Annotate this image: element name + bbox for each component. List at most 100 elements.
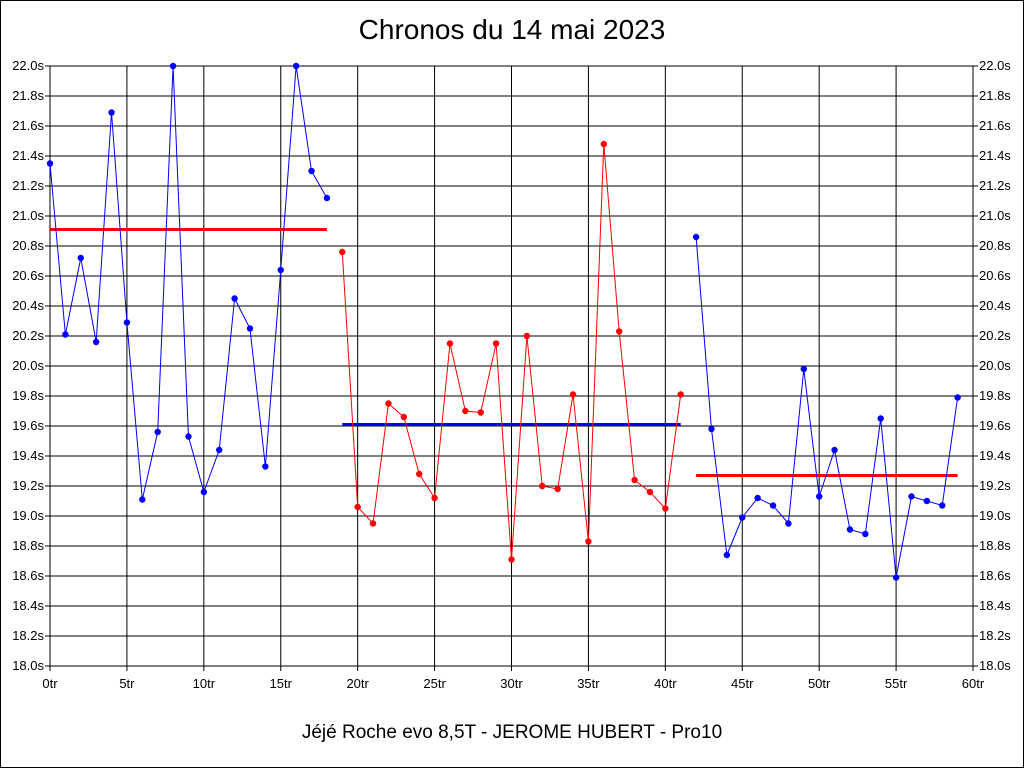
- data-point: [92, 338, 100, 346]
- data-point: [200, 488, 208, 496]
- y-tick-label-right: 20.4s: [979, 298, 1011, 313]
- data-point: [939, 502, 946, 509]
- data-point: [216, 446, 223, 454]
- y-tick-label-left: 21.0s: [12, 208, 44, 223]
- y-tick-label-right: 19.0s: [979, 508, 1011, 523]
- y-tick-label-right: 18.0s: [979, 658, 1011, 673]
- data-point: [908, 493, 915, 500]
- chart-title: Chronos du 14 mai 2023: [358, 14, 666, 45]
- y-tick-label-right: 18.8s: [979, 538, 1011, 553]
- data-point: [877, 415, 884, 422]
- average-lines: [50, 228, 958, 477]
- y-tick-label-right: 22.0s: [979, 58, 1011, 73]
- x-tick-label: 60tr: [962, 676, 985, 691]
- series-layer: [46, 62, 961, 581]
- data-point: [262, 463, 269, 470]
- data-point: [185, 433, 192, 440]
- y-tick-label-left: 18.2s: [12, 628, 44, 643]
- axis-ticks: 18.0s 18.0s 18.2s 18.2s 18.4s 18.4s 18.6s 18.6s…: [12, 58, 1011, 691]
- x-tick-label: 30tr: [500, 676, 523, 691]
- y-tick-label-right: 21.6s: [979, 118, 1011, 133]
- series-1: [46, 62, 331, 503]
- data-point: [539, 482, 546, 490]
- data-point: [754, 494, 761, 502]
- y-tick-label-left: 21.4s: [12, 148, 44, 163]
- data-point: [292, 62, 300, 70]
- y-tick-label-left: 21.8s: [12, 88, 44, 103]
- data-point: [477, 409, 484, 416]
- y-tick-label-right: 21.8s: [979, 88, 1011, 103]
- data-point: [892, 574, 900, 581]
- x-tick-label: 0tr: [42, 676, 58, 691]
- chart-subtitle: Jéjé Roche evo 8,5T - JEROME HUBERT - Pr…: [301, 722, 723, 743]
- x-tick-label: 10tr: [193, 676, 216, 691]
- data-point: [77, 254, 84, 262]
- y-tick-label-right: 21.4s: [979, 148, 1011, 163]
- y-tick-label-left: 19.0s: [12, 508, 44, 523]
- y-tick-label-left: 18.8s: [12, 538, 44, 553]
- data-point: [339, 248, 346, 256]
- y-tick-label-right: 18.2s: [979, 628, 1011, 643]
- data-point: [554, 485, 561, 493]
- y-tick-label-left: 21.2s: [12, 178, 44, 193]
- data-point: [508, 556, 515, 563]
- grid: [45, 65, 978, 671]
- series-line: [695, 236, 959, 578]
- data-point: [46, 160, 54, 167]
- data-point: [369, 520, 377, 527]
- data-point: [815, 493, 823, 500]
- y-tick-label-left: 20.6s: [12, 268, 44, 283]
- y-tick-label-right: 19.2s: [979, 478, 1011, 493]
- y-tick-label-right: 21.2s: [979, 178, 1011, 193]
- data-point: [154, 428, 161, 436]
- data-point: [646, 488, 654, 496]
- data-point: [769, 502, 777, 509]
- data-point: [246, 325, 254, 332]
- series-2: [339, 140, 684, 563]
- y-tick-label-right: 20.8s: [979, 238, 1011, 253]
- data-point: [831, 446, 838, 454]
- data-point: [400, 413, 408, 421]
- data-point: [677, 391, 684, 398]
- data-point: [416, 470, 423, 478]
- y-tick-label-left: 19.8s: [12, 388, 44, 403]
- y-tick-label-left: 20.0s: [12, 358, 44, 373]
- data-point: [462, 407, 469, 415]
- y-tick-label-left: 19.4s: [12, 448, 44, 463]
- data-point: [139, 496, 146, 503]
- data-point: [723, 551, 731, 559]
- y-tick-label-left: 19.6s: [12, 418, 44, 433]
- data-point: [385, 400, 392, 407]
- y-tick-label-right: 18.6s: [979, 568, 1011, 583]
- y-tick-label-left: 18.6s: [12, 568, 44, 583]
- y-tick-label-left: 20.8s: [12, 238, 44, 253]
- y-tick-label-right: 19.6s: [979, 418, 1011, 433]
- data-point: [800, 365, 807, 373]
- data-point: [600, 140, 607, 148]
- data-point: [862, 530, 869, 538]
- y-tick-label-left: 18.0s: [12, 658, 44, 673]
- x-tick-label: 55tr: [885, 676, 908, 691]
- x-tick-label: 35tr: [577, 676, 600, 691]
- data-point: [308, 167, 315, 175]
- data-point: [323, 194, 331, 202]
- y-tick-label-left: 21.6s: [12, 118, 44, 133]
- data-point: [62, 331, 69, 338]
- data-point: [954, 394, 961, 401]
- data-point: [662, 505, 669, 512]
- data-point: [708, 425, 715, 433]
- y-tick-label-left: 19.2s: [12, 478, 44, 493]
- series-3: [692, 233, 961, 581]
- y-tick-label-left: 22.0s: [12, 58, 44, 73]
- y-tick-label-right: 18.4s: [979, 598, 1011, 613]
- y-tick-label-right: 20.0s: [979, 358, 1011, 373]
- x-tick-label: 40tr: [654, 676, 677, 691]
- y-tick-label-right: 19.8s: [979, 388, 1011, 403]
- x-tick-label: 20tr: [346, 676, 369, 691]
- x-tick-label: 25tr: [423, 676, 446, 691]
- y-tick-label-right: 19.4s: [979, 448, 1011, 463]
- y-tick-label-left: 20.2s: [12, 328, 44, 343]
- x-tick-label: 15tr: [270, 676, 293, 691]
- x-tick-label: 45tr: [731, 676, 754, 691]
